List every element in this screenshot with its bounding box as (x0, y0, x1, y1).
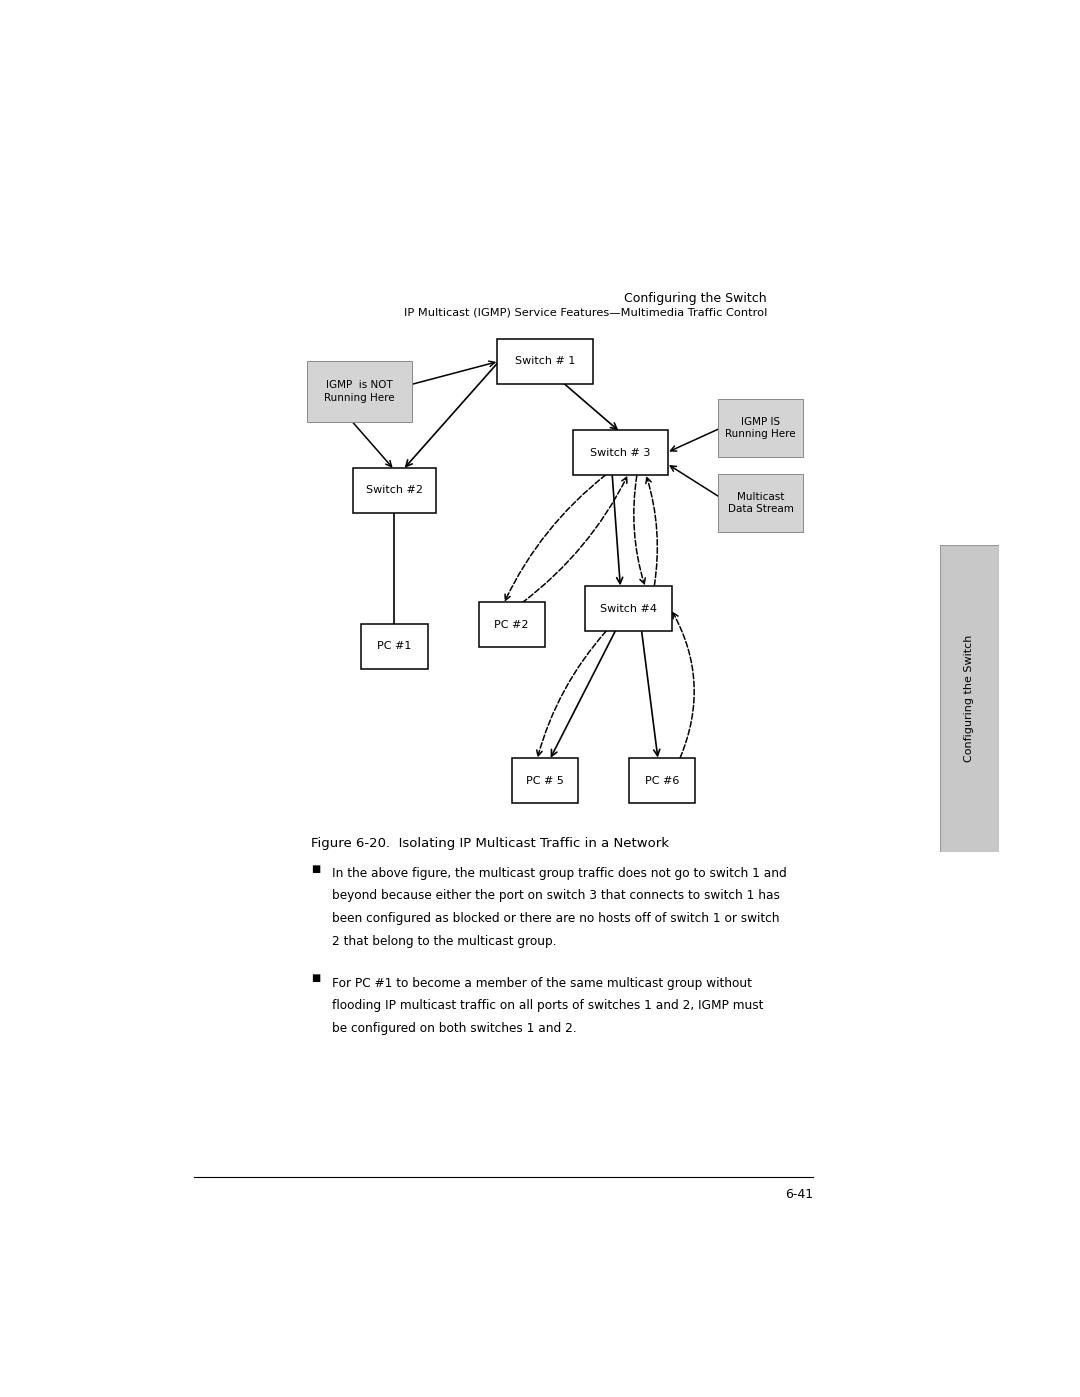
Text: In the above figure, the multicast group traffic does not go to switch 1 and: In the above figure, the multicast group… (332, 866, 786, 880)
Text: PC #2: PC #2 (495, 620, 529, 630)
Text: been configured as blocked or there are no hosts off of switch 1 or switch: been configured as blocked or there are … (332, 912, 779, 925)
Text: ■: ■ (311, 863, 320, 873)
Text: PC # 5: PC # 5 (526, 775, 564, 785)
Text: Configuring the Switch: Configuring the Switch (624, 292, 767, 306)
Text: Figure 6-20.  Isolating IP Multicast Traffic in a Network: Figure 6-20. Isolating IP Multicast Traf… (311, 837, 669, 849)
Text: be configured on both switches 1 and 2.: be configured on both switches 1 and 2. (332, 1021, 577, 1035)
FancyBboxPatch shape (353, 468, 436, 513)
Text: Switch # 3: Switch # 3 (591, 447, 650, 458)
Text: ■: ■ (311, 974, 320, 983)
FancyBboxPatch shape (630, 759, 696, 803)
FancyBboxPatch shape (498, 338, 593, 384)
Text: PC #6: PC #6 (645, 775, 679, 785)
Text: Switch #4: Switch #4 (600, 604, 658, 613)
Text: IP Multicast (IGMP) Service Features—Multimedia Traffic Control: IP Multicast (IGMP) Service Features—Mul… (404, 307, 767, 317)
FancyBboxPatch shape (718, 474, 802, 532)
FancyBboxPatch shape (512, 759, 578, 803)
Text: PC #1: PC #1 (377, 641, 411, 651)
Text: IGMP IS
Running Here: IGMP IS Running Here (726, 416, 796, 439)
Text: 2 that belong to the multicast group.: 2 that belong to the multicast group. (332, 935, 556, 947)
Text: For PC #1 to become a member of the same multicast group without: For PC #1 to become a member of the same… (332, 977, 752, 989)
FancyBboxPatch shape (940, 545, 999, 852)
FancyBboxPatch shape (478, 602, 544, 647)
Text: beyond because either the port on switch 3 that connects to switch 1 has: beyond because either the port on switch… (332, 890, 780, 902)
Text: Configuring the Switch: Configuring the Switch (964, 634, 974, 763)
Text: Multicast
Data Stream: Multicast Data Stream (728, 492, 794, 514)
Text: IGMP  is NOT
Running Here: IGMP is NOT Running Here (324, 380, 394, 402)
FancyBboxPatch shape (572, 430, 669, 475)
Text: Switch #2: Switch #2 (366, 485, 423, 496)
Text: Switch # 1: Switch # 1 (515, 356, 576, 366)
Text: 6-41: 6-41 (785, 1189, 813, 1201)
FancyBboxPatch shape (718, 400, 802, 457)
FancyBboxPatch shape (362, 623, 428, 669)
FancyBboxPatch shape (307, 362, 413, 422)
Text: flooding IP multicast traffic on all ports of switches 1 and 2, IGMP must: flooding IP multicast traffic on all por… (332, 999, 764, 1013)
FancyBboxPatch shape (585, 587, 673, 631)
